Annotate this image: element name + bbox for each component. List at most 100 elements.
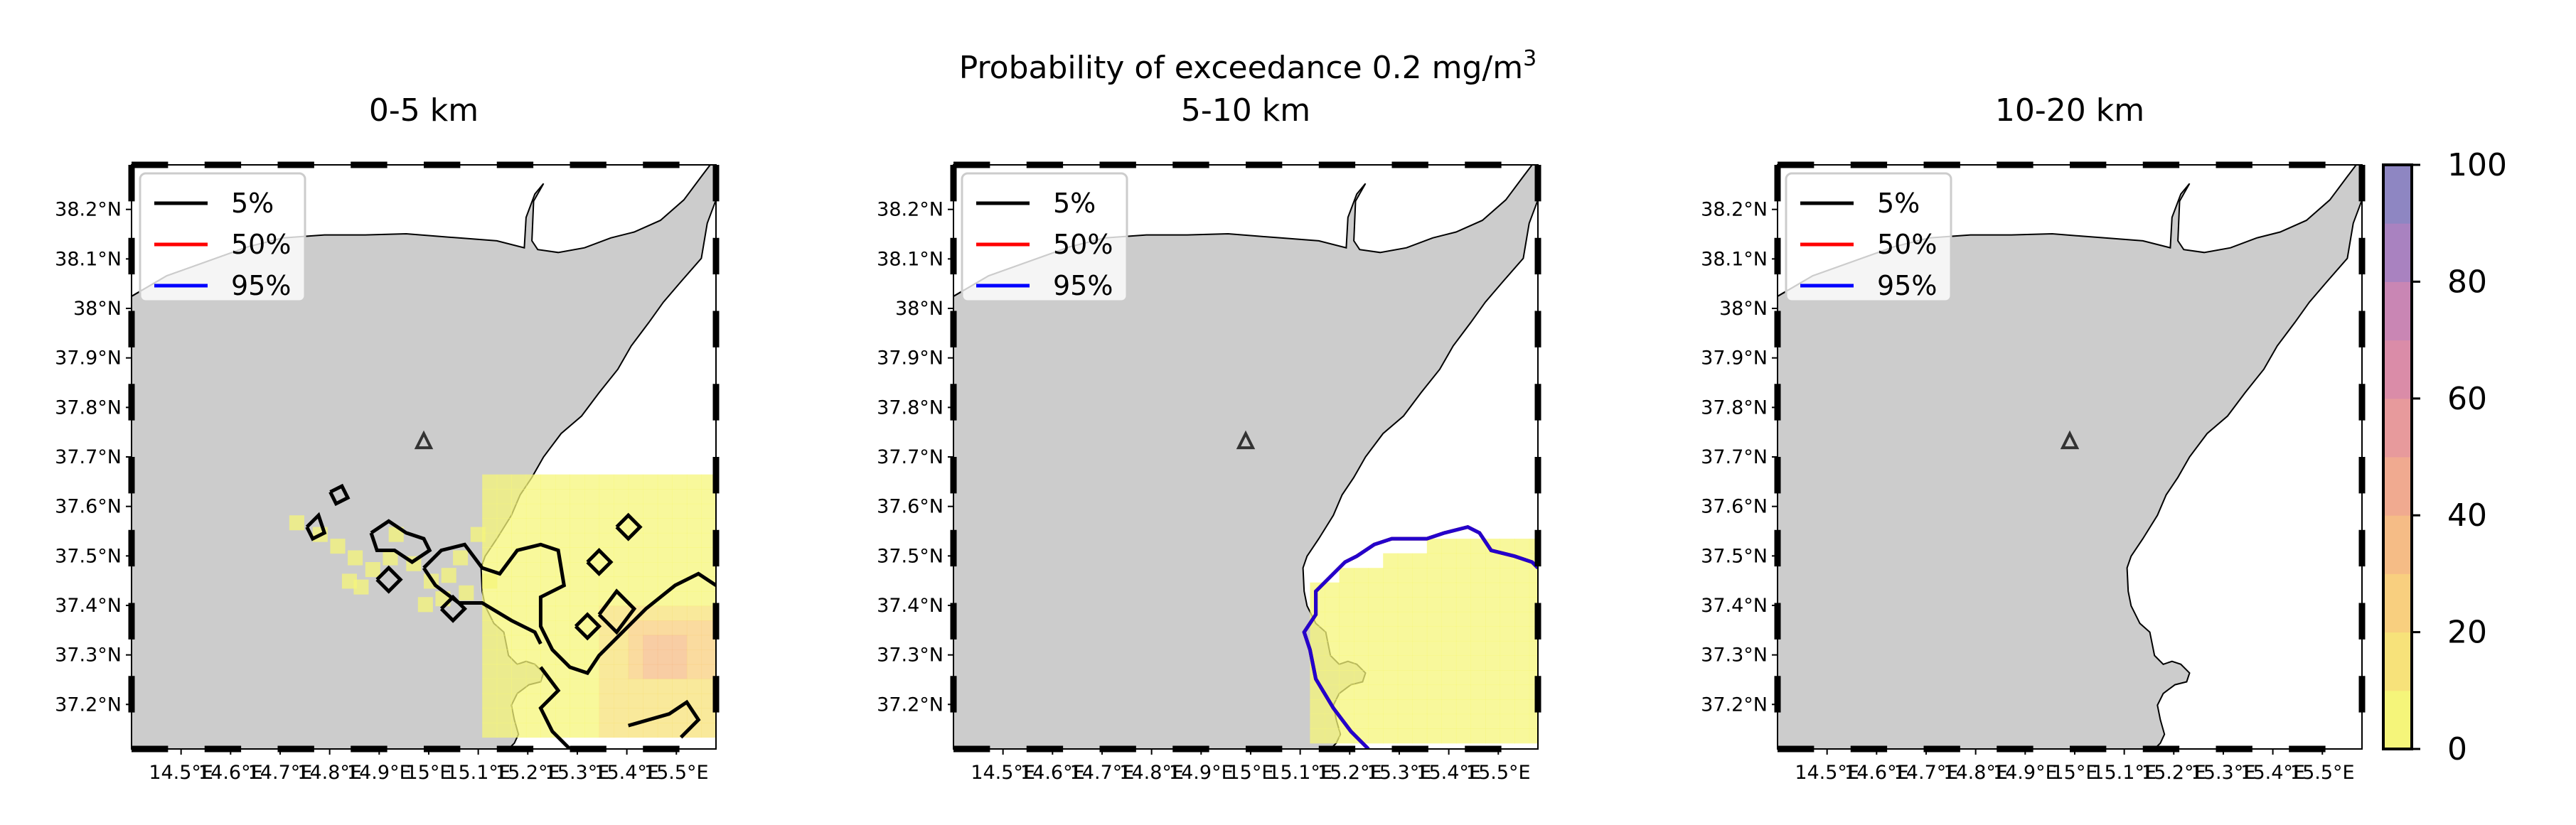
probability-cell xyxy=(672,620,688,636)
probability-cell xyxy=(614,591,629,607)
probability-cell xyxy=(643,474,658,490)
probability-cell xyxy=(1339,568,1354,583)
y-tick-label: 38°N xyxy=(73,298,122,320)
probability-cell xyxy=(1514,626,1530,642)
probability-cell xyxy=(453,550,469,566)
probability-cell xyxy=(1383,684,1399,700)
x-tick-label: 15.4°E xyxy=(594,762,659,784)
probability-cell xyxy=(1325,713,1340,729)
probability-cell xyxy=(511,576,527,592)
y-tick-label: 37.4°N xyxy=(877,595,944,617)
probability-cell xyxy=(701,518,716,534)
probability-cell xyxy=(525,620,541,636)
probability-cell xyxy=(496,489,512,505)
probability-cell xyxy=(1485,699,1501,715)
probability-cell xyxy=(525,474,541,490)
probability-cell xyxy=(1354,626,1369,642)
probability-cell xyxy=(1368,684,1384,700)
probability-cell xyxy=(511,664,527,679)
contour-5 xyxy=(628,699,701,739)
x-tick-label: 15°E xyxy=(1228,762,1274,784)
probability-cell xyxy=(1412,626,1428,642)
x-tick-label: 14.5°E xyxy=(149,762,213,784)
probability-cell xyxy=(525,649,541,665)
probability-cell xyxy=(482,620,498,636)
probability-cell xyxy=(701,605,716,621)
probability-cell xyxy=(672,532,688,548)
probability-cell xyxy=(1383,640,1399,656)
probability-cell xyxy=(643,723,658,738)
probability-cell xyxy=(1485,713,1501,729)
colorbar-level xyxy=(2383,223,2412,282)
y-tick-label: 38.1°N xyxy=(1701,248,1768,270)
probability-cell xyxy=(511,679,527,694)
probability-cell xyxy=(555,518,571,534)
probability-cell xyxy=(1500,655,1515,671)
contour-5 xyxy=(586,547,614,576)
y-tick-label: 37.5°N xyxy=(55,545,122,567)
probability-cell xyxy=(1354,699,1369,715)
probability-cell xyxy=(1485,728,1501,744)
legend-label: 50% xyxy=(231,229,291,260)
x-tick-label: 15.3°E xyxy=(1367,762,1432,784)
probability-cell xyxy=(1383,582,1399,598)
volcano-marker xyxy=(414,430,434,450)
probability-cell xyxy=(1514,597,1530,613)
legend-label: 95% xyxy=(231,270,291,301)
probability-cell xyxy=(496,693,512,708)
y-tick-label: 37.9°N xyxy=(877,347,944,370)
probability-cell xyxy=(555,532,571,548)
probability-cell xyxy=(599,547,614,563)
probability-cell xyxy=(511,605,527,621)
probability-cell xyxy=(482,474,498,490)
probability-cell xyxy=(657,679,673,694)
probability-cell xyxy=(1397,568,1413,583)
probability-cell xyxy=(1339,626,1354,642)
probability-cell xyxy=(672,679,688,694)
probability-cell xyxy=(525,708,541,723)
x-tick-label: 14.6°E xyxy=(1844,762,1909,784)
probability-cell xyxy=(1368,655,1384,671)
contour-5 xyxy=(422,566,543,645)
x-tick-label: 14.6°E xyxy=(1020,762,1085,784)
probability-cell xyxy=(482,591,498,607)
probability-cell xyxy=(599,532,614,548)
probability-cell xyxy=(1514,568,1530,583)
probability-cell xyxy=(1339,582,1354,598)
probability-cell xyxy=(459,585,474,600)
probability-cell xyxy=(686,679,702,694)
probability-cell xyxy=(1412,582,1428,598)
probability-cell xyxy=(643,620,658,636)
probability-cell xyxy=(1514,539,1530,554)
probability-cell xyxy=(686,518,702,534)
probability-cell xyxy=(1441,684,1457,700)
y-tick-label: 38.2°N xyxy=(877,199,944,221)
probability-cell xyxy=(1455,713,1471,729)
probability-cell xyxy=(525,679,541,694)
probability-cell xyxy=(1339,640,1354,656)
probability-cell xyxy=(686,474,702,490)
probability-cell xyxy=(614,547,629,563)
probability-cell xyxy=(1514,699,1530,715)
probability-cell xyxy=(1310,640,1325,656)
x-tick-label: 14.8°E xyxy=(297,762,362,784)
probability-cell xyxy=(1383,699,1399,715)
probability-cell xyxy=(701,723,716,738)
probability-cell xyxy=(540,518,556,534)
probability-cell xyxy=(1397,713,1413,729)
probability-cell xyxy=(628,562,643,578)
suptitle-text: Probability of exceedance 0.2 mg/m xyxy=(959,50,1523,86)
probability-cell xyxy=(1485,582,1501,598)
probability-cell xyxy=(1368,728,1384,744)
probability-cell xyxy=(555,503,571,519)
colorbar-tick-label: 0 xyxy=(2447,731,2467,767)
probability-cell xyxy=(1412,597,1428,613)
probability-cell xyxy=(570,518,585,534)
x-tick-label: 15°E xyxy=(2052,762,2098,784)
probability-cell xyxy=(482,679,498,694)
probability-cell xyxy=(1426,568,1442,583)
probability-cell xyxy=(570,708,585,723)
colorbar-level xyxy=(2383,457,2412,516)
probability-cell xyxy=(570,503,585,519)
probability-cell xyxy=(1514,611,1530,627)
